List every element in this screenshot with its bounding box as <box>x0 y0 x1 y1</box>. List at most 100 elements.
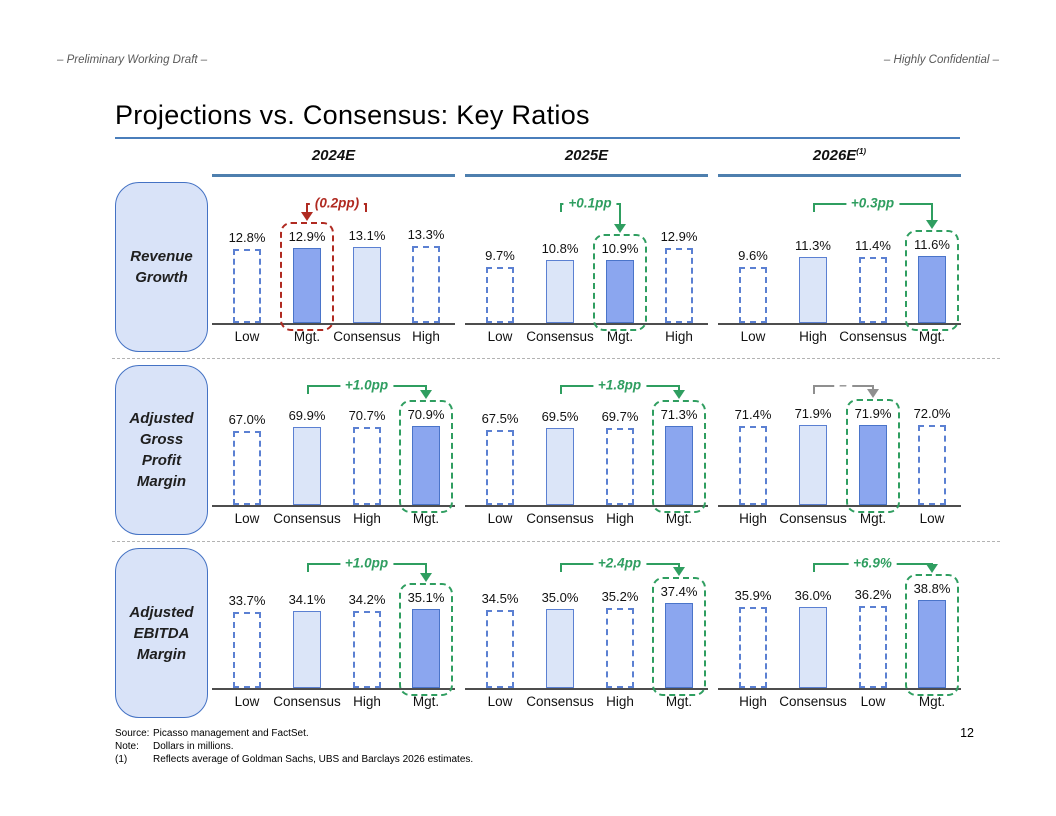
bar-category-label: Low <box>740 329 766 344</box>
bar-value-label: 36.0% <box>794 588 832 603</box>
row-label-line: Adjusted <box>129 603 194 621</box>
bar-value-label: 69.9% <box>288 408 326 423</box>
annotation-delta-label: +0.1pp <box>563 195 617 211</box>
row-label-line: Revenue <box>130 248 193 265</box>
row-label-line: Adjusted <box>129 410 194 427</box>
bar-value-label: 11.3% <box>795 238 831 253</box>
annotation-bracket-hook <box>307 385 309 394</box>
axis-line <box>465 688 708 690</box>
highlight-box-green <box>905 574 959 696</box>
bar-value-label: 70.9% <box>407 407 445 422</box>
bar-value-label: 72.0% <box>913 406 951 421</box>
bar-consensus <box>546 428 574 505</box>
highlight-box-red <box>280 222 334 331</box>
footnote-text: Reflects average of Goldman Sachs, UBS a… <box>153 754 474 765</box>
bar-mgt <box>412 426 440 505</box>
bar-mgt <box>665 603 693 688</box>
bar-value-label: 12.9% <box>660 229 698 244</box>
row-label-adjusted-ebitda-margin: Adjusted EBITDA Margin <box>115 548 208 718</box>
bar-low <box>233 249 261 323</box>
bar-consensus <box>353 247 381 323</box>
bar-value-label: 9.6% <box>738 248 768 263</box>
footnote-note: Note: Dollars in millions. <box>115 741 234 752</box>
highlight-box-green <box>652 400 706 513</box>
row-label-adjusted-gross-profit-margin: Adjusted Gross Profit Margin <box>115 365 208 535</box>
annotation-arrow-stem <box>678 385 680 390</box>
bar-category-label: Low <box>234 511 260 526</box>
bar-consensus <box>859 257 887 323</box>
axis-line <box>212 505 455 507</box>
bar-category-label: Consensus <box>526 329 594 344</box>
column-header-2024e: 2024E <box>212 147 455 164</box>
column-header-2025e: 2025E <box>465 147 708 164</box>
axis-line <box>718 505 961 507</box>
row-label-line: Margin <box>136 645 187 663</box>
bar-category-label: High <box>606 694 634 709</box>
row-divider-1 <box>112 358 1000 359</box>
bar-category-label: Low <box>234 329 260 344</box>
bar-value-label: 35.2% <box>601 589 639 604</box>
bar-value-label: 36.2% <box>854 587 892 602</box>
annotation-arrowhead-icon <box>420 390 432 399</box>
bar-value-label: 10.8% <box>541 241 579 256</box>
annotation-bracket-hook <box>813 563 815 572</box>
axis-line <box>212 688 455 690</box>
highlight-box-green <box>399 583 453 696</box>
annotation-arrowhead-icon <box>673 390 685 399</box>
bar-category-label: Consensus <box>839 329 907 344</box>
bar-value-label: 70.7% <box>348 408 386 423</box>
bar-value-label: 33.7% <box>228 593 266 608</box>
annotation-arrow-stem <box>306 203 308 212</box>
annotation-bracket-hook <box>813 203 815 212</box>
bar-consensus <box>293 427 321 505</box>
bar-value-label: 35.1% <box>407 590 445 605</box>
annotation-bracket-hook <box>307 563 309 572</box>
row-divider-2 <box>112 541 1000 542</box>
bar-value-label: 37.4% <box>660 584 698 599</box>
annotation-arrow-stem <box>931 563 933 564</box>
footnote-label: Note: <box>115 741 139 752</box>
column-header-rule <box>718 174 961 177</box>
annotation-delta-label: +1.0pp <box>339 555 394 571</box>
bar-mgt <box>293 248 321 323</box>
bar-category-label: Consensus <box>333 329 401 344</box>
annotation-arrow-stem <box>425 563 427 573</box>
bar-value-label: 67.5% <box>481 411 519 426</box>
column-header-rule <box>465 174 708 177</box>
row-label-revenue-growth: Revenue Growth <box>115 182 208 352</box>
page-title: Projections vs. Consensus: Key Ratios <box>115 100 590 130</box>
bar-category-label: Consensus <box>526 694 594 709</box>
bar-consensus <box>293 611 321 688</box>
bar-category-label: Mgt. <box>859 511 887 526</box>
bar-category-label: Low <box>487 329 513 344</box>
annotation-bracket-hook <box>813 385 815 394</box>
bar-value-label: 38.8% <box>913 581 951 596</box>
bar-high <box>606 608 634 688</box>
bar-value-label: 13.1% <box>348 228 386 243</box>
bar-value-label: 35.9% <box>734 588 772 603</box>
footnote-label: Source: <box>115 728 150 739</box>
axis-line <box>465 323 708 325</box>
row-label-text: Revenue Growth <box>130 246 193 288</box>
bar-mgt <box>665 426 693 505</box>
bar-category-label: Consensus <box>273 511 341 526</box>
axis-line <box>718 688 961 690</box>
bar-mgt <box>918 256 946 323</box>
footnote-label: (1) <box>115 754 128 765</box>
bar-consensus <box>546 609 574 688</box>
footnote-reference: (1) <box>856 147 867 156</box>
annotation-arrowhead-icon <box>420 573 432 582</box>
bar-category-label: Mgt. <box>293 329 321 344</box>
annotation-arrowhead-icon <box>926 220 938 229</box>
bar-value-label: 13.3% <box>407 227 445 242</box>
footnote-1: (1) Reflects average of Goldman Sachs, UB… <box>115 754 473 765</box>
bar-low <box>486 610 514 688</box>
bar-high <box>353 427 381 505</box>
bar-value-label: 12.9% <box>288 229 326 244</box>
bar-value-label: 71.9% <box>794 406 832 421</box>
column-header-label: 2025E <box>564 147 609 164</box>
annotation-arrowhead-icon <box>614 224 626 233</box>
bar-low <box>918 425 946 505</box>
page-number: 12 <box>960 726 974 740</box>
annotation-arrow-stem <box>931 203 933 220</box>
